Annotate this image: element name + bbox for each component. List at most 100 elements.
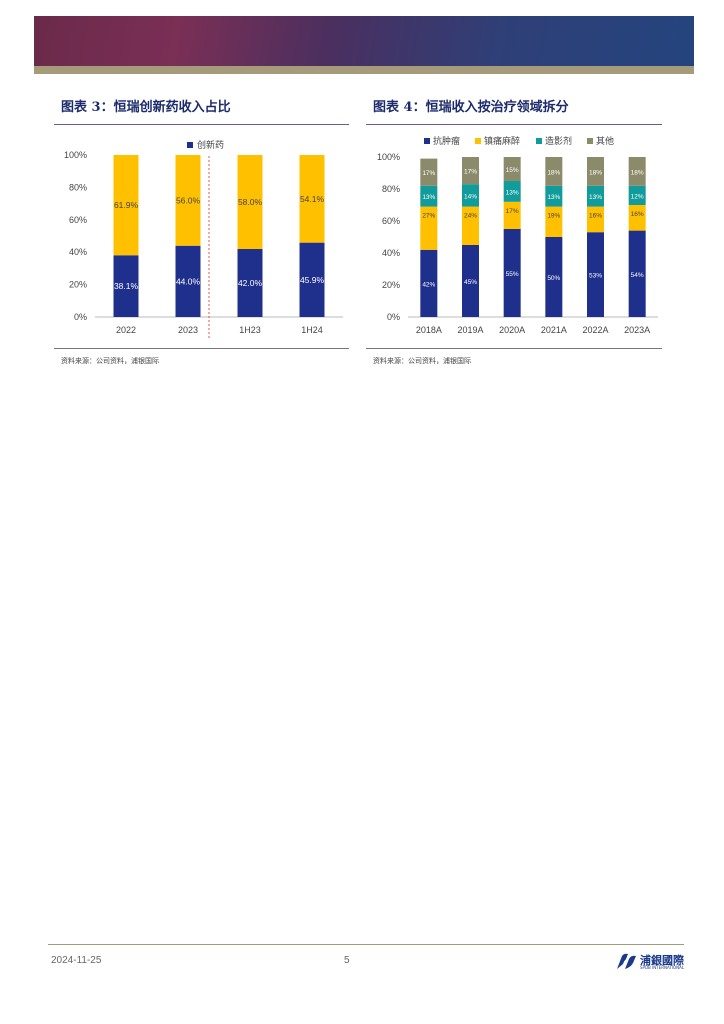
data-label: 17%: [506, 208, 519, 215]
y-tick-label: 0%: [74, 312, 87, 322]
legend-label: 创新药: [197, 139, 224, 150]
bar-segment: [545, 206, 563, 237]
x-tick-label: 2022: [116, 325, 136, 335]
legend-label: 镇痛麻醉: [484, 135, 520, 146]
y-tick-label: 0%: [387, 312, 400, 322]
figure4-top-rule: [366, 124, 662, 125]
bar-segment: [587, 232, 604, 317]
data-label: 18%: [631, 169, 644, 176]
figure3-title: 图表 3：恒瑞创新药收入占比: [61, 100, 231, 115]
data-label: 54%: [631, 272, 644, 279]
data-label: 13%: [589, 194, 602, 201]
data-label: 13%: [422, 194, 435, 201]
legend-label: 抗肿瘤: [433, 135, 460, 146]
data-label: 42.0%: [238, 278, 263, 288]
data-label: 42%: [422, 281, 435, 288]
y-tick-label: 60%: [69, 215, 87, 225]
bar-segment: [299, 242, 325, 317]
bar-segment: [545, 157, 563, 186]
y-tick-label: 40%: [69, 247, 87, 257]
y-tick-label: 60%: [382, 216, 400, 226]
bar-segment: [587, 206, 604, 233]
data-label: 58.0%: [238, 197, 263, 207]
bar-segment: [420, 185, 438, 207]
bar-segment: [628, 157, 646, 186]
page-number: 5: [344, 955, 350, 966]
figure3-bottom-rule: [54, 348, 349, 349]
bar-segment: [462, 245, 479, 317]
legend-swatch: [187, 142, 193, 148]
data-label: 24%: [464, 213, 477, 220]
x-tick-label: 1H23: [239, 325, 261, 335]
logo-text: 浦銀國際: [640, 954, 684, 967]
data-label: 45.9%: [300, 275, 325, 285]
data-label: 18%: [547, 169, 560, 176]
x-tick-label: 2020A: [499, 325, 525, 335]
bar-segment: [503, 229, 521, 317]
data-label: 45%: [464, 279, 477, 286]
data-label: 55%: [506, 271, 519, 278]
data-label: 13%: [547, 194, 560, 201]
data-label: 50%: [547, 275, 560, 282]
data-label: 27%: [422, 213, 435, 220]
x-tick-label: 2022A: [582, 325, 608, 335]
bar-segment: [420, 249, 438, 317]
header-stripe: [34, 66, 694, 74]
y-tick-label: 100%: [64, 150, 87, 160]
logo-subtext: SPDB INTERNATIONAL: [640, 965, 685, 970]
y-tick-label: 20%: [69, 280, 87, 290]
data-label: 13%: [506, 189, 519, 196]
figure4-chart: 0% 20% 40% 60% 80% 100% 42% 27% 13% 17% 2018A 45% 24…: [377, 135, 658, 335]
bar-segment: [587, 185, 604, 207]
x-tick-label: 2018A: [416, 325, 442, 335]
bar-segment: [545, 237, 563, 317]
data-label: 19%: [547, 213, 560, 220]
legend-label: 其他: [596, 135, 614, 146]
x-tick-label: 2023: [178, 325, 198, 335]
data-label: 14%: [464, 193, 477, 200]
y-tick-label: 80%: [69, 182, 87, 192]
data-label: 17%: [464, 169, 477, 176]
y-tick-label: 80%: [382, 184, 400, 194]
bar-segment: [628, 185, 646, 205]
y-tick-label: 100%: [377, 152, 400, 162]
data-label: 16%: [631, 211, 644, 218]
x-tick-label: 2023A: [624, 325, 650, 335]
bar-segment: [503, 201, 521, 229]
data-label: 54.1%: [300, 194, 325, 204]
bar-segment: [299, 155, 325, 243]
figure4-source: 资料来源：公司资料，浦银国际: [373, 357, 471, 365]
bar-segment: [503, 181, 521, 202]
bar-segment: [628, 230, 646, 317]
data-label: 12%: [631, 193, 644, 200]
legend-swatch: [475, 138, 481, 144]
data-label: 38.1%: [114, 281, 139, 291]
bar-segment: [545, 185, 563, 207]
bar-segment: [175, 245, 201, 317]
data-label: 18%: [589, 169, 602, 176]
data-label: 17%: [422, 170, 435, 177]
company-logo: 浦銀國際 SPDB INTERNATIONAL: [615, 952, 685, 972]
data-label: 61.9%: [114, 200, 139, 210]
figure3-top-rule: [54, 124, 349, 125]
bar-segment: [175, 155, 201, 246]
bar-segment: [462, 206, 479, 245]
bar-segment: [587, 157, 604, 186]
figure4-title: 图表 4：恒瑞收入按治疗领域拆分: [373, 100, 569, 115]
data-label: 15%: [506, 167, 519, 174]
bar-segment: [628, 205, 646, 231]
bar-segment: [420, 206, 438, 250]
bar-segment: [113, 255, 139, 317]
figure3-source: 资料来源：公司资料，浦银国际: [61, 357, 159, 365]
data-label: 16%: [589, 213, 602, 220]
header-banner: [34, 16, 694, 68]
data-label: 53%: [589, 273, 602, 280]
y-tick-label: 20%: [382, 280, 400, 290]
x-tick-label: 2019A: [457, 325, 483, 335]
figure3-chart: 0% 20% 40% 60% 80% 100% 38.1% 61.9% 2022 44.0% 56.…: [64, 139, 343, 340]
bar-segment: [113, 155, 139, 256]
bar-segment: [420, 158, 438, 186]
bar-segment: [503, 157, 521, 181]
legend-swatch: [536, 138, 542, 144]
y-tick-label: 40%: [382, 248, 400, 258]
